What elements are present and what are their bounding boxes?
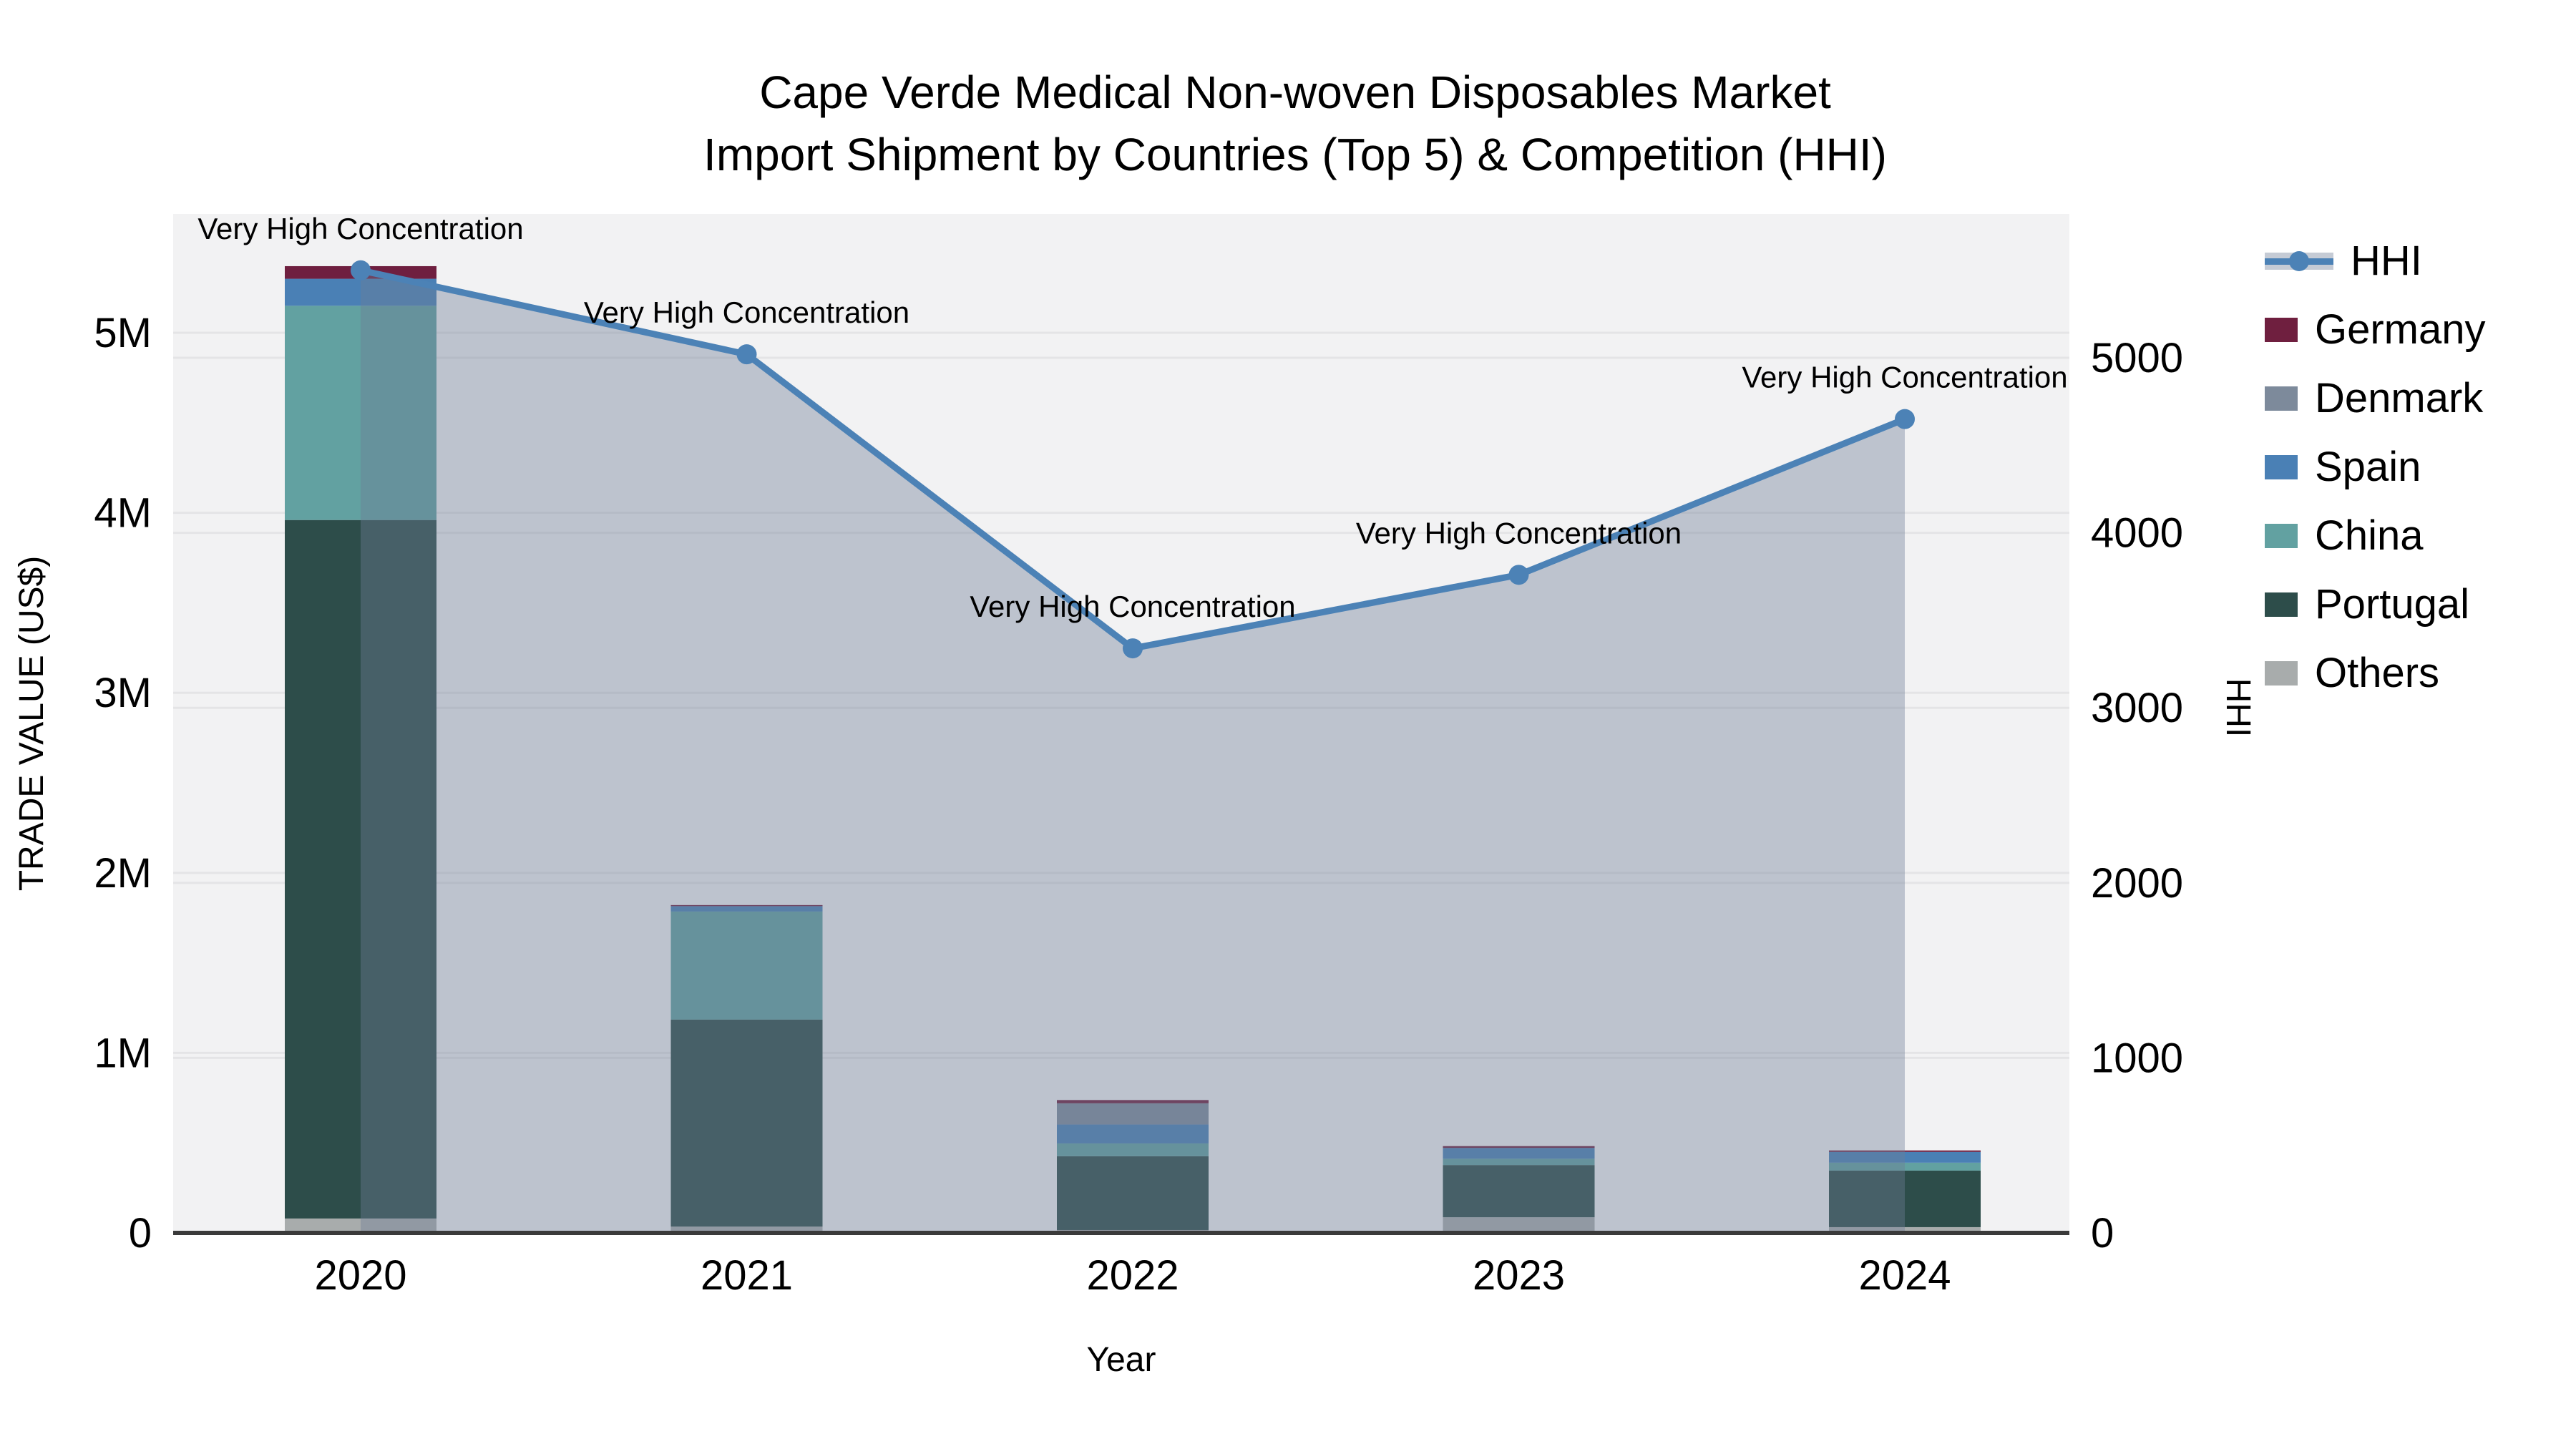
legend-item-denmark: Denmark [2265,377,2486,420]
legend-item-germany: Germany [2265,308,2486,351]
hhi-marker-2020 [351,260,371,280]
legend-label-hhi: HHI [2351,238,2422,284]
bar-segment-germany-2022 [1057,1100,1209,1103]
legend-item-others: Others [2265,652,2486,695]
x-tick-2023: 2023 [1473,1252,1565,1299]
hhi-area-fill [361,270,1905,1233]
bar-segment-portugal-2020 [285,519,436,1219]
x-tick-2022: 2022 [1086,1252,1179,1299]
legend-swatch-germany-icon [2265,318,2298,342]
x-tick-2024: 2024 [1858,1252,1951,1299]
annotation-2022: Very High Concentration [970,590,1295,623]
annotation-2020: Very High Concentration [197,212,523,245]
x-axis-title: Year [1087,1341,1156,1379]
annotation-2023: Very High Concentration [1356,516,1682,550]
legend-item-spain: Spain [2265,446,2486,489]
bar-segment-china-2024 [1829,1162,1981,1171]
bar-segment-spain-2021 [670,906,823,912]
y-left-tick-0: 0 [129,1210,152,1257]
bar-segment-germany-2021 [670,904,823,907]
bar-segment-portugal-2023 [1443,1165,1595,1218]
legend-swatch-denmark-icon [2265,386,2298,411]
y-left-axis-title: TRADE VALUE (US$) [13,556,51,892]
annotation-2021: Very High Concentration [584,296,909,329]
bar-segment-spain-2023 [1443,1148,1595,1159]
chart-title-line2: Import Shipment by Countries (Top 5) & C… [703,129,1887,180]
bar-segment-china-2023 [1443,1158,1595,1166]
legend-item-hhi: HHI [2265,240,2486,283]
legend-label-china: China [2315,512,2424,559]
legend: HHI Germany Denmark Spain China Portugal Other… [2265,240,2486,695]
y-left-tick-4M: 4M [94,490,152,537]
hhi-marker-2022 [1123,638,1143,659]
y-left-tick-1M: 1M [94,1030,152,1076]
legend-hhi-dot-icon [2289,251,2309,271]
y-right-tick-5000: 5000 [2091,335,2183,381]
plot-background [173,214,2069,1233]
x-axis-spine [173,1231,2069,1235]
bar-segment-china-2020 [285,306,436,520]
legend-label-others: Others [2315,650,2440,696]
y-right-tick-1000: 1000 [2091,1035,2183,1081]
legend-label-germany: Germany [2315,306,2486,353]
chart-title-line1: Cape Verde Medical Non-woven Disposables… [759,67,1831,118]
bar-segment-germany-2023 [1443,1146,1595,1148]
y-left-tick-5M: 5M [94,310,152,356]
bar-segment-china-2022 [1057,1143,1209,1156]
legend-item-portugal: Portugal [2265,583,2486,626]
legend-hhi-line-swatch-icon [2265,245,2333,277]
x-tick-2021: 2021 [701,1252,793,1299]
bar-segment-others-2023 [1443,1217,1595,1233]
legend-swatch-portugal-icon [2265,592,2298,617]
hhi-marker-2024 [1895,409,1915,429]
annotation-2024: Very High Concentration [1742,361,2067,394]
y-right-tick-3000: 3000 [2091,685,2183,731]
bar-segment-portugal-2021 [670,1019,823,1227]
bar-segment-portugal-2024 [1829,1170,1981,1227]
hhi-marker-2023 [1508,565,1529,585]
legend-swatch-china-icon [2265,524,2298,548]
legend-label-spain: Spain [2315,444,2421,490]
y-right-axis-title: HHI [2219,678,2257,738]
legend-item-china: China [2265,514,2486,557]
bar-segment-germany-2024 [1829,1150,1981,1152]
y-right-tick-2000: 2000 [2091,860,2183,907]
y-right-tick-4000: 4000 [2091,510,2183,557]
bar-segment-china-2021 [670,911,823,1020]
bar-segment-denmark-2022 [1057,1103,1209,1125]
y-right-tick-0: 0 [2091,1210,2114,1257]
bar-segment-portugal-2022 [1057,1156,1209,1230]
bar-segment-others-2021 [670,1226,823,1233]
legend-swatch-spain-icon [2265,455,2298,479]
bar-segment-others-2020 [285,1218,436,1233]
bar-segment-spain-2022 [1057,1124,1209,1143]
bar-segment-others-2024 [1829,1226,1981,1233]
legend-swatch-others-icon [2265,661,2298,686]
legend-label-denmark: Denmark [2315,375,2484,421]
legend-label-portugal: Portugal [2315,581,2470,628]
y-left-tick-3M: 3M [94,670,152,716]
hhi-marker-2021 [736,344,757,365]
bar-segment-spain-2024 [1829,1151,1981,1163]
y-left-tick-2M: 2M [94,850,152,897]
x-tick-2020: 2020 [314,1252,406,1299]
